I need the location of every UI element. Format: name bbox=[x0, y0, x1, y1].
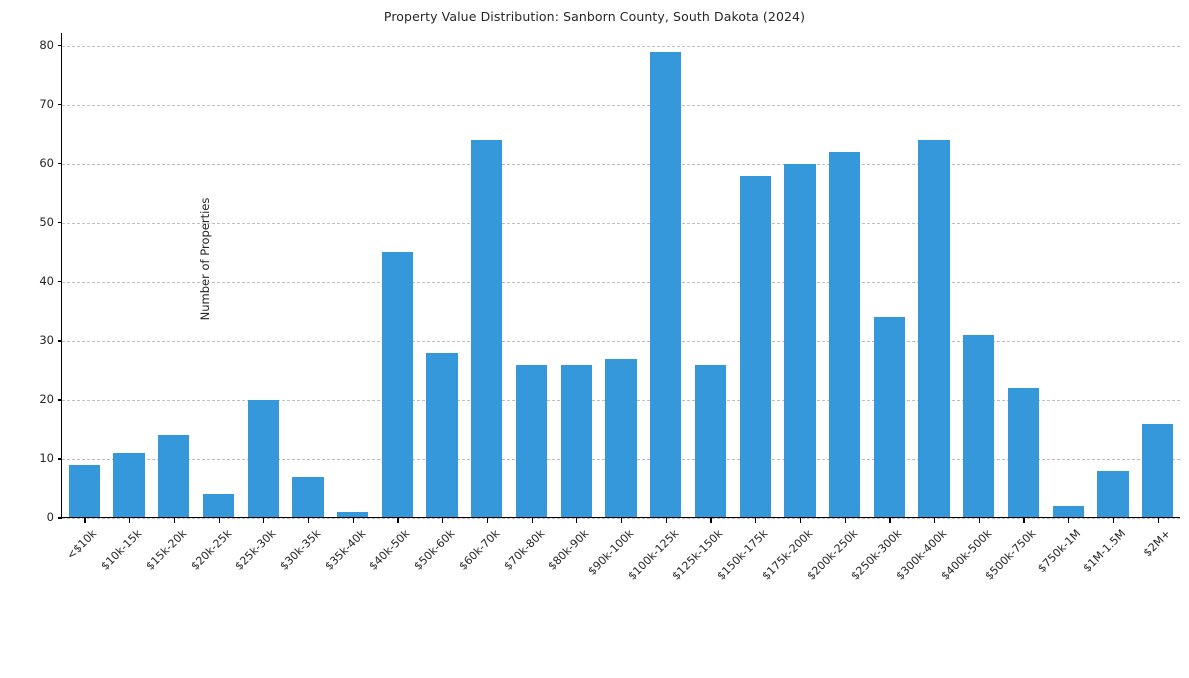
bar bbox=[471, 140, 503, 518]
x-tick-label-text: $15k-20k bbox=[143, 527, 190, 573]
x-tick-mark bbox=[621, 518, 623, 523]
y-tick-mark bbox=[57, 104, 62, 106]
x-tick-mark bbox=[263, 518, 265, 523]
x-tick-mark bbox=[1112, 518, 1115, 523]
x-tick-label-text: $750k-1M bbox=[1035, 527, 1084, 575]
bar bbox=[694, 364, 727, 518]
x-tick-label-text: <$10k bbox=[64, 527, 100, 563]
x-tick-label-text: $35k-40k bbox=[322, 527, 368, 573]
y-tick-label: 50 bbox=[39, 214, 54, 229]
bar bbox=[292, 476, 324, 518]
bar bbox=[515, 364, 548, 518]
y-tick-mark bbox=[57, 517, 62, 519]
bar bbox=[828, 152, 861, 518]
bar bbox=[560, 364, 592, 518]
y-axis-spine bbox=[61, 33, 63, 519]
y-tick-label: 70 bbox=[39, 96, 54, 111]
x-tick-mark bbox=[397, 518, 399, 523]
y-tick-mark bbox=[57, 163, 62, 165]
bar bbox=[739, 175, 771, 518]
y-tick-mark bbox=[57, 45, 62, 47]
bar bbox=[113, 453, 145, 518]
gridline bbox=[62, 281, 1180, 283]
bar bbox=[1097, 470, 1129, 518]
x-tick-mark bbox=[1023, 518, 1025, 523]
x-tick-mark bbox=[665, 518, 667, 523]
y-tick-label: 10 bbox=[39, 450, 54, 465]
y-tick-mark bbox=[57, 458, 62, 460]
bar bbox=[68, 464, 100, 518]
bar bbox=[873, 317, 905, 518]
bar bbox=[650, 51, 682, 518]
y-tick-mark bbox=[57, 399, 62, 401]
bar bbox=[963, 335, 995, 518]
x-tick-mark bbox=[531, 518, 533, 523]
x-axis-spine bbox=[61, 517, 1180, 519]
bar bbox=[247, 399, 279, 518]
y-tick-label: 40 bbox=[39, 273, 54, 288]
x-tick-label-text: $20k-25k bbox=[187, 527, 234, 573]
x-tick-mark bbox=[799, 518, 802, 523]
x-tick-mark bbox=[1157, 518, 1159, 523]
gridline bbox=[62, 163, 1180, 165]
x-tick-mark bbox=[844, 518, 846, 523]
bar bbox=[918, 140, 950, 518]
x-tick-label-text: $25k-30k bbox=[232, 527, 279, 573]
x-tick-mark bbox=[576, 518, 578, 523]
x-tick-mark bbox=[307, 518, 310, 523]
bar bbox=[605, 358, 637, 518]
bar bbox=[381, 252, 414, 518]
x-tick-label-text: $80k-90k bbox=[545, 527, 592, 573]
x-tick-mark bbox=[710, 518, 712, 523]
x-tick-label-text: $40k-50k bbox=[366, 527, 413, 573]
x-tick-label-text: $1M-1.5M bbox=[1080, 527, 1129, 575]
y-tick-label: 30 bbox=[39, 332, 54, 347]
bar bbox=[337, 512, 369, 518]
y-tick-label: 20 bbox=[39, 391, 54, 406]
x-tick-label-text: $70k-80k bbox=[500, 527, 547, 573]
x-tick-mark bbox=[486, 518, 489, 523]
y-tick-mark bbox=[57, 222, 62, 224]
x-tick-label-text: $30k-35k bbox=[277, 527, 324, 573]
x-tick-label-text: $50k-60k bbox=[411, 527, 458, 573]
gridline bbox=[62, 222, 1180, 224]
x-tick-mark bbox=[934, 518, 936, 523]
bar bbox=[1141, 423, 1174, 518]
x-tick-label-text: $60k-70k bbox=[456, 527, 503, 573]
bar bbox=[1007, 388, 1040, 518]
x-tick-mark bbox=[173, 518, 175, 523]
x-tick-mark bbox=[978, 518, 980, 523]
x-tick-mark bbox=[442, 518, 444, 523]
gridline bbox=[62, 45, 1180, 47]
y-tick-mark bbox=[57, 281, 62, 283]
x-tick-mark bbox=[755, 518, 757, 523]
y-tick-label: 60 bbox=[39, 155, 54, 170]
gridline bbox=[62, 104, 1180, 106]
page-title: Property Value Distribution: Sanborn Cou… bbox=[383, 9, 806, 24]
bar bbox=[784, 163, 816, 518]
y-tick-mark bbox=[57, 340, 62, 342]
y-tick-label: 80 bbox=[39, 37, 54, 52]
x-tick-mark bbox=[1068, 518, 1070, 523]
x-tick-label-text: $2M+ bbox=[1140, 527, 1173, 560]
plot-area bbox=[62, 34, 1180, 519]
x-tick-label-text: $10k-15k bbox=[98, 527, 145, 573]
x-tick-mark bbox=[352, 518, 354, 523]
x-tick-mark bbox=[889, 518, 891, 523]
bar bbox=[426, 352, 458, 518]
y-tick-label: 0 bbox=[46, 510, 54, 524]
x-tick-mark bbox=[84, 518, 86, 523]
bar bbox=[158, 435, 190, 518]
x-tick-mark bbox=[218, 518, 220, 523]
x-tick-mark bbox=[129, 518, 131, 523]
gridline bbox=[62, 340, 1180, 342]
chart-figure: Property Value Distribution: Sanborn Cou… bbox=[39, 9, 1180, 583]
bar bbox=[1052, 506, 1084, 518]
bar bbox=[202, 494, 235, 518]
